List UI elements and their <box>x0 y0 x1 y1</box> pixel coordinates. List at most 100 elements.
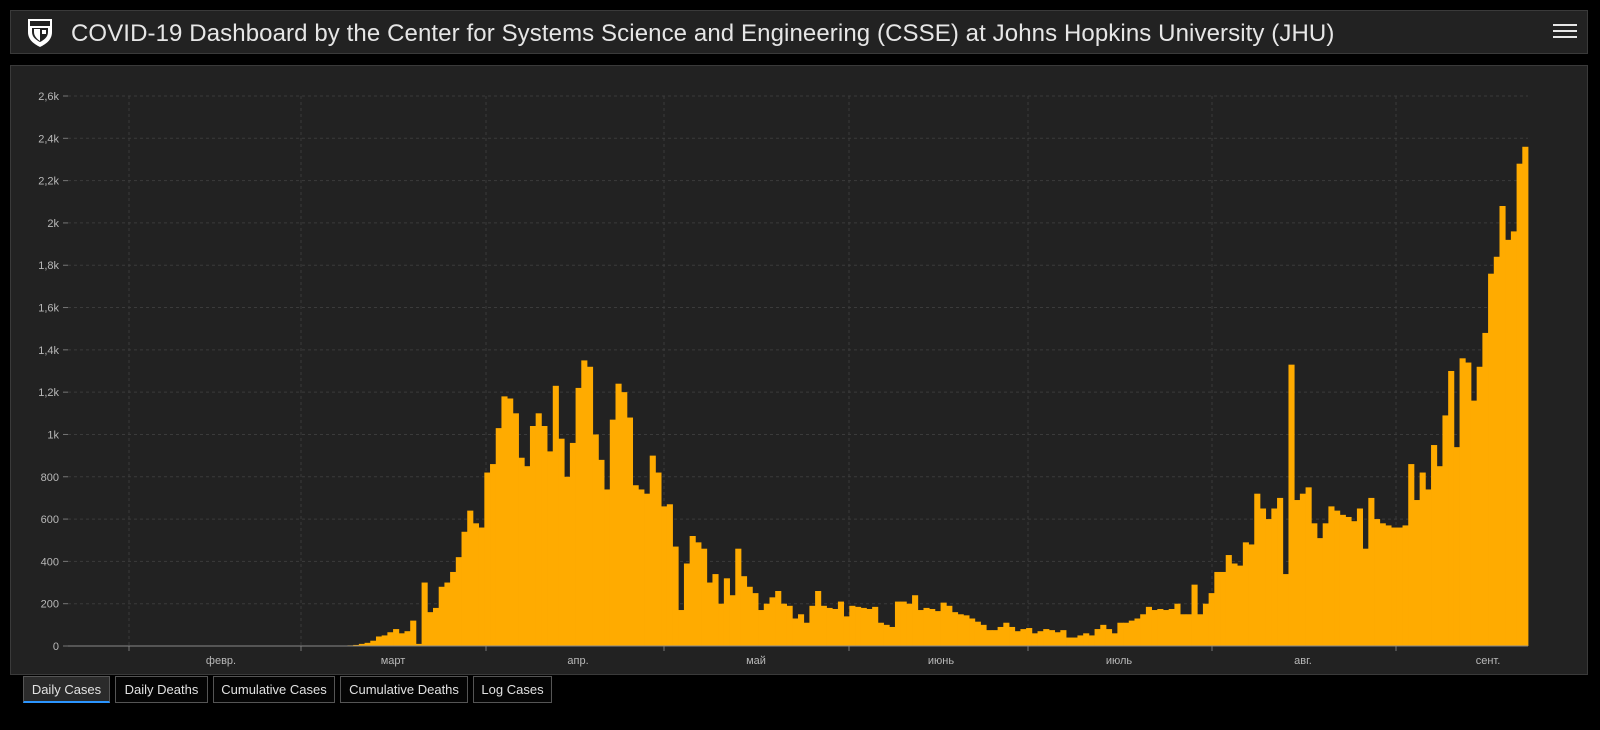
bar <box>951 612 959 646</box>
bar <box>1123 622 1130 646</box>
bar <box>632 485 639 646</box>
bar <box>912 595 919 646</box>
bar <box>1060 630 1067 646</box>
bar <box>1145 606 1152 646</box>
bar <box>472 523 480 646</box>
bar <box>752 593 759 646</box>
bar <box>1510 231 1517 646</box>
bar <box>1168 608 1175 646</box>
bar <box>1185 614 1192 646</box>
bar <box>375 636 383 646</box>
bar <box>1254 493 1261 646</box>
bar <box>547 451 554 646</box>
bar <box>1488 273 1495 646</box>
bar <box>387 632 394 646</box>
bar <box>1265 519 1272 646</box>
bar <box>1368 497 1375 646</box>
bar <box>729 595 736 646</box>
bar <box>490 464 497 646</box>
x-tick-label: май <box>746 655 766 667</box>
bar <box>552 385 559 646</box>
bar <box>1031 633 1038 646</box>
tab-daily-cases[interactable]: Daily Cases <box>23 676 110 703</box>
bar <box>763 603 770 646</box>
bar <box>450 571 457 646</box>
bar <box>1334 510 1341 646</box>
bar <box>575 387 582 646</box>
bar <box>353 644 360 646</box>
bar <box>1299 493 1306 646</box>
bar <box>393 629 400 646</box>
bar <box>507 398 514 646</box>
y-tick-label: 1,2k <box>38 387 59 399</box>
bar <box>775 591 782 646</box>
bar <box>358 643 365 646</box>
bar <box>723 578 730 646</box>
bar <box>626 417 634 646</box>
bar <box>991 630 999 646</box>
bar <box>461 531 468 646</box>
bar <box>1140 614 1147 646</box>
bar <box>1385 525 1392 646</box>
bar <box>370 640 377 646</box>
bar <box>1088 635 1095 646</box>
tab-log-cases[interactable]: Log Cases <box>473 676 552 703</box>
bar <box>1157 608 1164 646</box>
x-tick-label: июль <box>1106 655 1133 667</box>
bar <box>1259 508 1267 646</box>
bar <box>740 576 748 646</box>
bar <box>849 605 856 646</box>
bar <box>1014 631 1021 646</box>
bar <box>1288 364 1295 646</box>
bar <box>666 504 673 646</box>
bar <box>877 622 884 646</box>
bar <box>780 603 787 646</box>
bar <box>1282 574 1289 646</box>
bar <box>364 642 371 646</box>
bar <box>689 536 696 646</box>
bar <box>1174 603 1181 646</box>
y-tick-label: 2,2k <box>38 176 59 188</box>
bar <box>615 383 622 646</box>
bar <box>421 582 428 646</box>
bar <box>883 624 890 646</box>
bar <box>501 396 508 646</box>
bar <box>415 643 422 646</box>
bar <box>923 607 930 646</box>
bar <box>455 557 462 646</box>
bar <box>980 624 987 646</box>
bar <box>1117 622 1124 646</box>
bar <box>855 606 862 646</box>
bar <box>706 582 713 646</box>
bar <box>484 472 491 646</box>
bar <box>586 366 594 646</box>
bar <box>934 611 941 646</box>
bar <box>1225 555 1232 646</box>
bar <box>843 616 850 646</box>
bar <box>1071 637 1078 646</box>
bar <box>649 455 656 646</box>
bar <box>427 612 434 646</box>
hamburger-menu-icon[interactable] <box>1553 20 1577 44</box>
bar <box>592 434 599 646</box>
bar <box>1436 466 1443 646</box>
tab-cumulative-deaths[interactable]: Cumulative Deaths <box>340 676 468 703</box>
bar <box>758 610 765 646</box>
bar <box>1431 445 1438 646</box>
chart-panel: 0 200 400 600 800 1k 1,2k 1,4k 1,6k 1,8k 2k 2,2k 2,4… <box>10 65 1588 675</box>
bar <box>672 546 679 646</box>
bar <box>1220 571 1227 646</box>
bar <box>1356 508 1364 646</box>
bar <box>889 626 896 646</box>
tab-cumulative-cases[interactable]: Cumulative Cases <box>213 676 335 703</box>
bar <box>1066 637 1073 646</box>
x-tick-label: апр. <box>567 655 588 667</box>
x-tick-label: февр. <box>206 655 236 667</box>
y-tick-label: 2,6k <box>38 91 59 103</box>
bar <box>478 527 485 646</box>
header-bar: COVID-19 Dashboard by the Center for Sys… <box>10 10 1588 54</box>
tab-daily-deaths[interactable]: Daily Deaths <box>115 676 208 703</box>
bar <box>1037 631 1044 646</box>
bar <box>735 548 742 646</box>
bar <box>1271 508 1278 646</box>
